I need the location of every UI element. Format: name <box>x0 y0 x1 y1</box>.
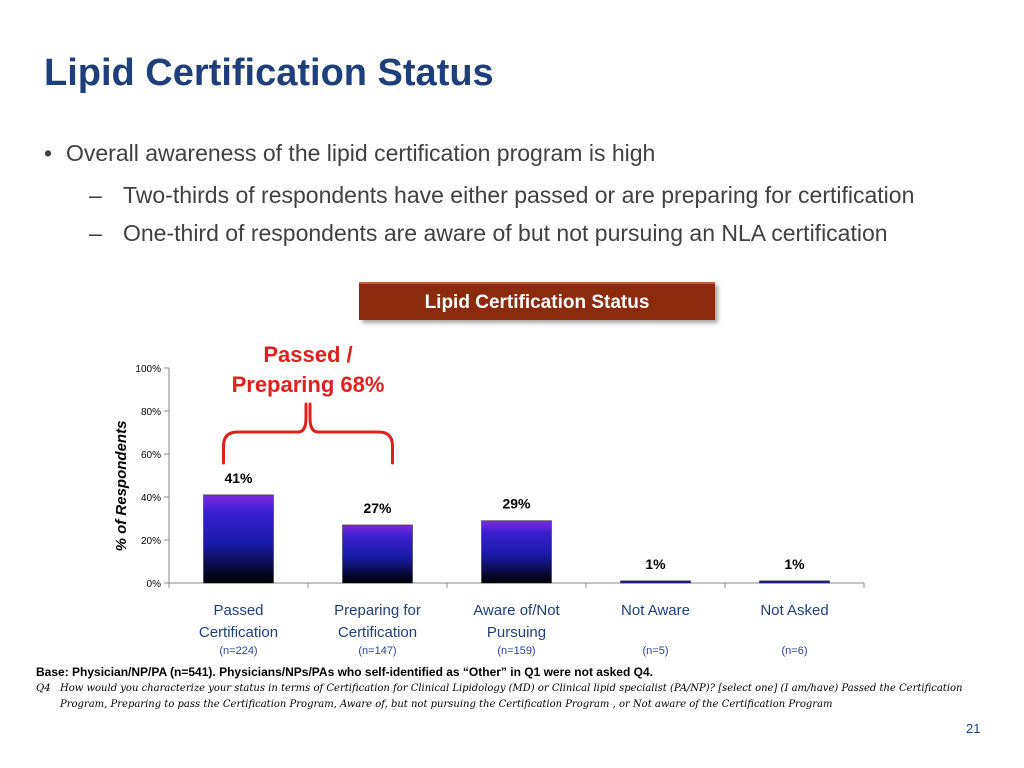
sample-size-label: (n=159) <box>497 645 535 657</box>
category-label: Passed <box>213 602 263 619</box>
bar <box>481 520 552 584</box>
y-axis-label: % of Respondents <box>113 421 130 552</box>
annotation-label: Passed / <box>263 342 352 367</box>
chart-title-banner: Lipid Certification Status <box>359 282 715 320</box>
data-label: 1% <box>784 556 805 572</box>
category-label: Certification <box>338 624 417 641</box>
category-label: Not Asked <box>760 602 828 619</box>
bullet-marker: • <box>44 140 53 166</box>
bar <box>759 580 830 584</box>
category-label: Preparing for <box>334 602 421 619</box>
bar <box>203 494 274 584</box>
sample-size-label: (n=5) <box>643 645 669 657</box>
page-number: 21 <box>966 721 981 736</box>
page-title: Lipid Certification Status <box>44 52 494 94</box>
subbullet-text: Two-thirds of respondents have either pa… <box>123 182 915 208</box>
question-number: Q4 <box>36 683 51 694</box>
subbullet-marker: – <box>89 182 102 208</box>
base-note: Base: Physician/NP/PA (n=541). Physician… <box>36 665 653 679</box>
data-label: 27% <box>363 500 392 516</box>
y-tick-label: 80% <box>141 407 161 418</box>
data-label: 1% <box>645 556 666 572</box>
y-tick-label: 0% <box>147 579 162 590</box>
category-label: Aware of/Not <box>473 602 560 619</box>
y-tick-label: 40% <box>141 493 161 504</box>
y-tick-label: 20% <box>141 536 161 547</box>
y-tick-label: 100% <box>135 364 161 375</box>
annotation-bracket <box>222 402 394 465</box>
data-label: 29% <box>502 496 531 512</box>
category-label: Pursuing <box>487 624 546 641</box>
sample-size-label: (n=6) <box>782 645 808 657</box>
data-label: 41% <box>224 470 253 486</box>
subbullet-marker: – <box>89 220 102 246</box>
sample-size-label: (n=224) <box>219 645 257 657</box>
sample-size-label: (n=147) <box>358 645 396 657</box>
question-text: How would you characterize your status i… <box>60 683 963 710</box>
y-tick-label: 60% <box>141 450 161 461</box>
category-label: Certification <box>199 624 278 641</box>
bar <box>342 524 413 584</box>
category-label: Not Aware <box>621 602 690 619</box>
annotation-label: Preparing 68% <box>232 372 385 397</box>
subbullet-text: One-third of respondents are aware of bu… <box>123 220 888 246</box>
bar <box>620 580 691 584</box>
bullet-text: Overall awareness of the lipid certifica… <box>66 140 656 166</box>
